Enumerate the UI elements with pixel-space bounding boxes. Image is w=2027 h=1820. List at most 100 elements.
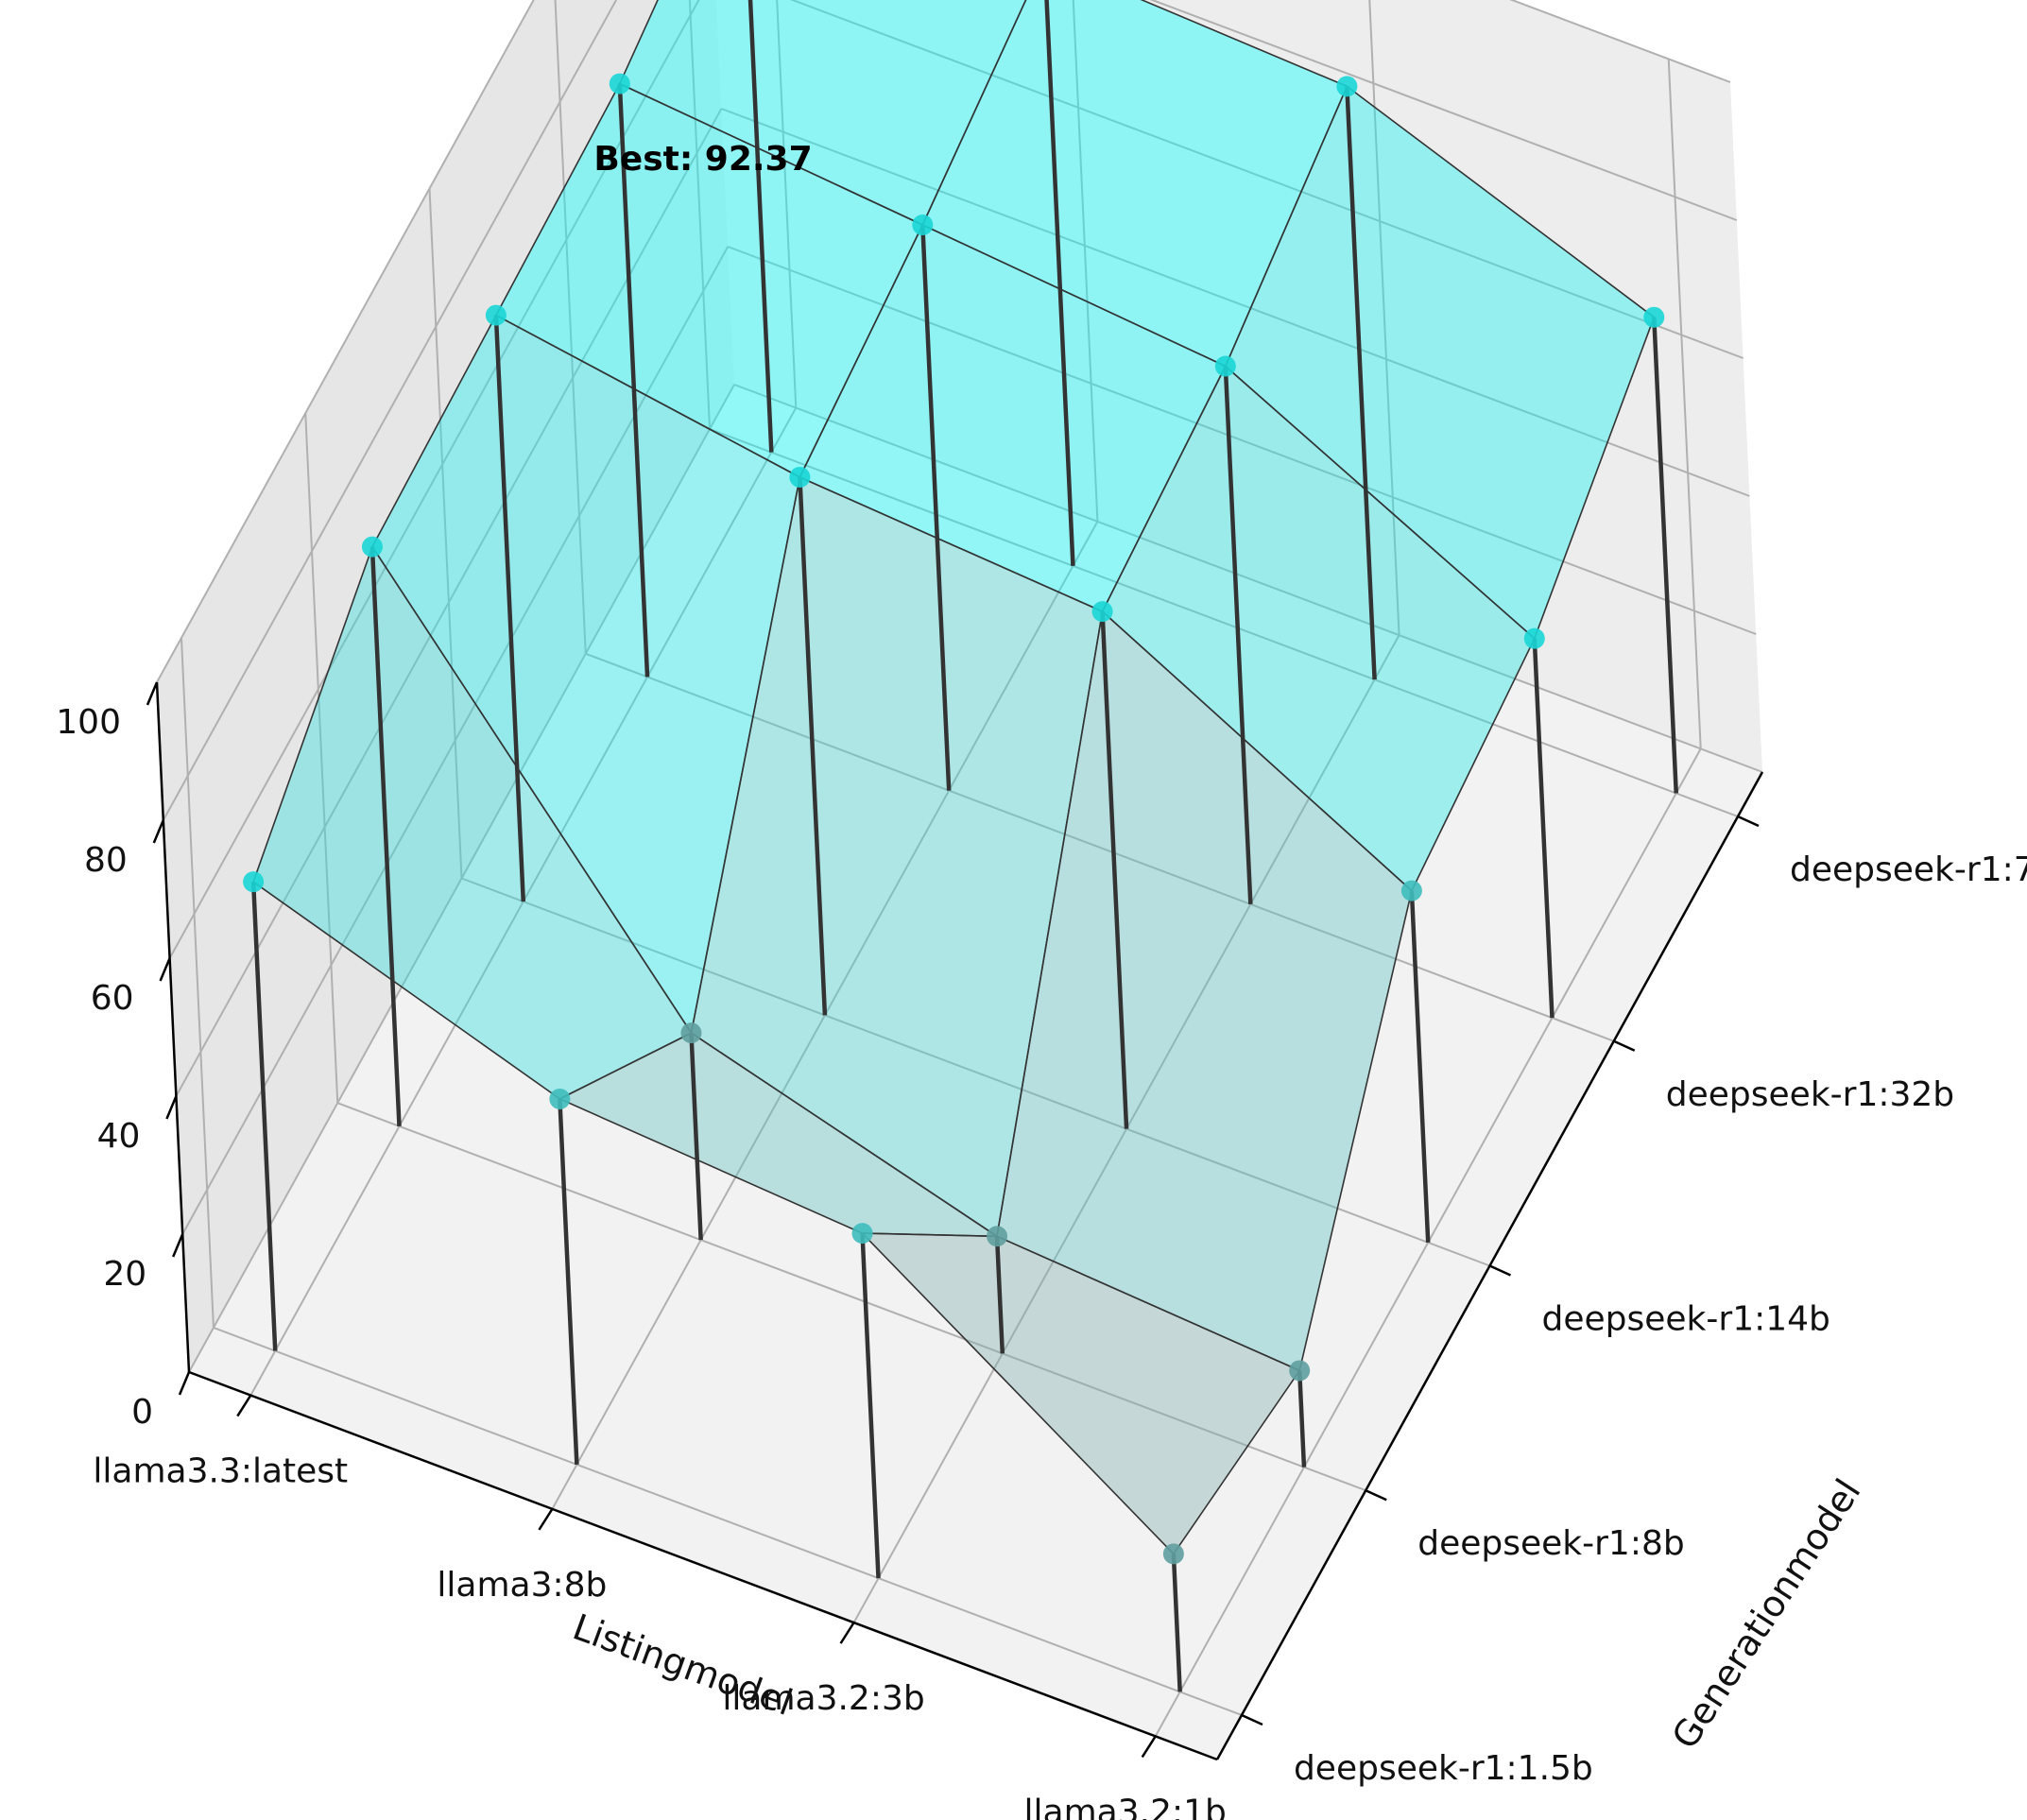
data-stems — [250, 0, 1679, 1692]
data-point-3-3 — [1523, 627, 1545, 649]
side-gridline-y — [554, 0, 587, 654]
stem-2-2 — [1100, 611, 1129, 1129]
z-tick-mark — [165, 1095, 178, 1120]
data-point-1-2 — [789, 466, 811, 488]
y-tick-label: deepseek-r1:14b — [1542, 1300, 1830, 1339]
floor-gridline-y — [213, 1327, 1243, 1716]
side-pane — [157, 0, 734, 1372]
data-point-2-0 — [851, 1223, 873, 1245]
x-tick-label: llama3.3:latest — [93, 1452, 348, 1491]
x-tick-mark — [538, 1508, 554, 1531]
z-axis-line — [155, 681, 191, 1373]
stem-3-3 — [1532, 638, 1555, 1019]
back-gridline-x — [1072, 0, 1099, 522]
z-tick-label: 100 — [56, 703, 121, 742]
x-tick-label: llama3:8b — [437, 1566, 607, 1605]
z-tick-mark — [178, 1371, 191, 1396]
z-tick-mark — [146, 681, 159, 706]
x-tick-mark — [1141, 1735, 1157, 1759]
data-point-0-1 — [361, 536, 383, 558]
stem-1-0 — [558, 1098, 579, 1465]
x-tick-mark — [839, 1622, 855, 1644]
data-point-3-1 — [1289, 1360, 1311, 1382]
y-tick-label: deepseek-r1:8b — [1417, 1524, 1684, 1563]
data-point-3-4 — [1643, 306, 1665, 328]
surface-mesh — [252, 0, 1656, 1555]
back-gridline-z — [733, 384, 1763, 773]
stem-1-1 — [689, 1032, 703, 1241]
z-tick-label: 0 — [131, 1393, 153, 1432]
y-tick-mark — [1365, 1489, 1387, 1502]
stem-3-2 — [1409, 890, 1431, 1244]
stem-0-2 — [493, 315, 526, 902]
stem-0-3 — [617, 83, 650, 678]
stem-2-3 — [1223, 366, 1253, 905]
z-tick-mark — [172, 1233, 184, 1258]
back-gridline-z — [721, 108, 1750, 497]
y-tick-mark — [1488, 1264, 1512, 1277]
stem-0-0 — [250, 882, 278, 1351]
data-point-2-1 — [987, 1226, 1008, 1247]
z-tick-label: 80 — [84, 841, 128, 880]
floor-gridline-y — [336, 1102, 1366, 1492]
back-gridline-z — [727, 246, 1757, 635]
back-gridline-z — [1509, 0, 1731, 83]
data-point-2-3 — [1214, 355, 1236, 377]
floor-gridline-y — [709, 428, 1739, 817]
data-point-2-2 — [1091, 601, 1113, 623]
data-point-1-0 — [549, 1088, 571, 1109]
x-tick-mark — [236, 1394, 252, 1417]
data-point-1-1 — [680, 1022, 702, 1044]
x-tick-label: llama3.2:1b — [1024, 1793, 1227, 1820]
z-tick-mark — [152, 819, 164, 844]
stem-2-0 — [860, 1233, 881, 1579]
z-tick-label: 40 — [97, 1117, 141, 1156]
chart-gridlines — [156, 0, 1763, 1737]
y-tick-label: deepseek-r1:32b — [1666, 1075, 1954, 1114]
z-tick-label: 60 — [91, 979, 134, 1018]
data-points — [243, 73, 1665, 1565]
best-label: Best: 92.37 — [593, 140, 812, 179]
side-gridline-y — [304, 413, 339, 1104]
back-gridline-z — [790, 0, 1744, 359]
stem-1-3 — [920, 224, 952, 791]
back-gridline-z — [1149, 0, 1738, 221]
data-point-1-3 — [912, 215, 934, 236]
stem-0-4 — [747, 0, 774, 453]
floor-gridline-y — [585, 652, 1615, 1042]
y-axis-title: Generationmodel — [1664, 1471, 1869, 1756]
data-point-3-0 — [1162, 1543, 1184, 1565]
stem-2-4 — [1345, 86, 1377, 680]
side-gridline-y — [688, 0, 712, 430]
stem-2-1 — [994, 1236, 1005, 1354]
y-tick-label: deepseek-r1:70b — [1790, 850, 2027, 889]
stem-1-4 — [1044, 0, 1075, 566]
y-tick-mark — [1613, 1039, 1636, 1052]
data-point-2-4 — [1336, 76, 1358, 97]
stem-0-1 — [369, 546, 402, 1126]
data-point-3-2 — [1400, 880, 1422, 901]
data-point-0-3 — [609, 73, 630, 94]
side-gridline-y — [428, 188, 463, 879]
side-gridline-y — [180, 637, 215, 1329]
back-pane — [716, 0, 1762, 772]
stem-3-4 — [1652, 317, 1679, 794]
data-point-0-0 — [243, 871, 265, 893]
back-gridline-x — [776, 0, 798, 408]
side-gridline-z — [156, 0, 535, 683]
chart-axes — [146, 681, 1764, 1761]
y-tick-mark — [1737, 815, 1760, 828]
back-gridline-x — [1368, 0, 1400, 636]
y-tick-label: deepseek-r1:1.5b — [1294, 1749, 1593, 1788]
z-tick-mark — [159, 957, 171, 982]
stem-3-0 — [1171, 1554, 1182, 1692]
x-tick-label: llama3.2:3b — [722, 1679, 924, 1718]
data-point-0-2 — [485, 304, 507, 326]
y-tick-mark — [1241, 1713, 1263, 1726]
side-gridline-z — [162, 0, 618, 821]
back-gridline-x — [1667, 59, 1702, 749]
stem-3-1 — [1297, 1370, 1307, 1468]
x-axis-line — [188, 1370, 1218, 1761]
z-tick-label: 20 — [103, 1255, 146, 1294]
